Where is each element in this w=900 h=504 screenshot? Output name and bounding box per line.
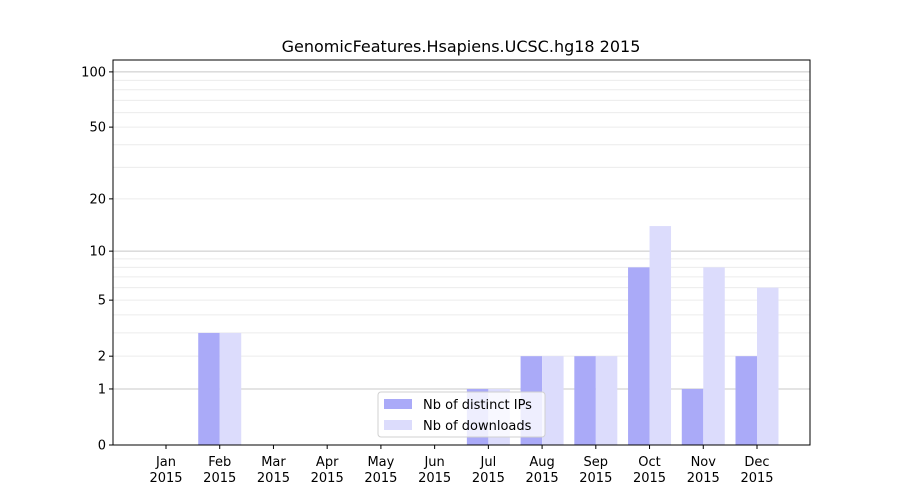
bar-distinct-ips (574, 356, 596, 445)
legend: Nb of distinct IPs Nb of downloads (377, 391, 546, 438)
y-tick-label: 50 (89, 121, 106, 136)
legend-swatch (384, 420, 412, 430)
x-tick-label: Oct 2015 (633, 455, 666, 486)
x-tick-label: Jul 2015 (472, 455, 505, 486)
x-tick-label: Nov 2015 (687, 455, 720, 486)
bar-downloads (703, 267, 725, 445)
bar-downloads (649, 226, 672, 445)
bar-distinct-ips (735, 356, 757, 445)
y-tick-label: 10 (89, 245, 106, 260)
legend-label: Nb of downloads (423, 419, 532, 434)
y-tick-label: 0 (98, 439, 106, 454)
y-tick-label: 100 (81, 65, 106, 80)
y-tick-label: 2 (98, 350, 106, 365)
x-tick-label: Sep 2015 (579, 455, 612, 486)
x-tick-label: Feb 2015 (203, 455, 236, 486)
x-tick-label: Mar 2015 (257, 455, 290, 486)
bar-distinct-ips (198, 332, 220, 445)
bar-downloads (757, 287, 779, 445)
bar-downloads (542, 356, 564, 445)
bar-downloads (219, 332, 242, 445)
plot-frame (112, 59, 811, 446)
x-tick-label: Dec 2015 (740, 455, 773, 486)
chart-title: GenomicFeatures.Hsapiens.UCSC.hg18 2015 (282, 37, 641, 56)
y-tick-label: 5 (98, 294, 106, 309)
legend-swatch (384, 399, 412, 409)
x-tick-label: Jan 2015 (149, 455, 182, 486)
x-tick-label: May 2015 (364, 455, 397, 486)
legend-label: Nb of distinct IPs (423, 398, 532, 413)
y-tick-label: 20 (89, 192, 106, 207)
bar-downloads (595, 356, 618, 445)
x-tick-label: Apr 2015 (311, 455, 344, 486)
y-tick-label: 1 (98, 382, 106, 397)
bar-distinct-ips (628, 267, 650, 445)
legend-box (377, 391, 546, 438)
x-tick-label: Jun 2015 (418, 455, 451, 486)
x-tick-label: Aug 2015 (526, 455, 559, 486)
bar-distinct-ips (681, 388, 704, 445)
